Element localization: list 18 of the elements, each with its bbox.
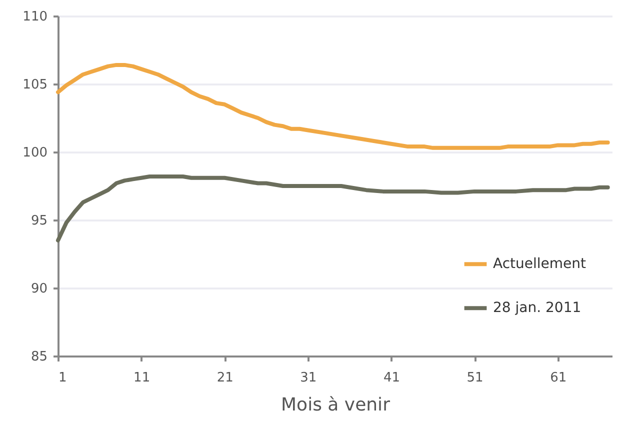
x-tick-label: 51 [466,370,484,386]
y-tick-label: 110 [22,10,48,24]
line-series [56,174,610,242]
y-tick-label: 100 [22,146,48,160]
legend-label: 28 jan. 2011 [493,300,582,316]
line-series [56,62,610,150]
y-tick-label: 85 [30,350,48,364]
x-tick-label: 41 [383,370,400,386]
x-tick-label: 21 [216,370,234,386]
y-tick-label: 105 [22,78,48,92]
x-tick-label: 31 [300,370,317,386]
legend-label: Actuellement [493,256,587,272]
x-tick-label: 61 [550,370,567,386]
x-tick-label: 11 [134,370,150,386]
x-tick-label: 1 [58,370,67,386]
x-axis-title: Mois à venir [281,394,391,416]
y-tick-label: 90 [30,282,48,296]
y-tick-label: 95 [30,214,48,228]
